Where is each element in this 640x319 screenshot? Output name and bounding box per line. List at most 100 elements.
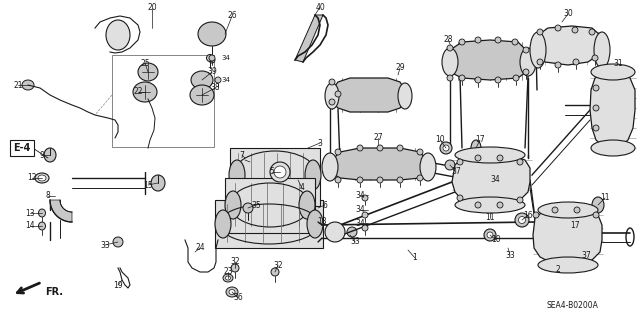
Text: E-4: E-4 [13, 143, 31, 153]
Text: 5: 5 [269, 167, 275, 176]
Text: 18: 18 [317, 218, 327, 226]
Ellipse shape [455, 147, 525, 163]
Ellipse shape [22, 80, 34, 90]
Text: 35: 35 [251, 201, 261, 210]
Ellipse shape [38, 175, 46, 181]
Ellipse shape [591, 140, 635, 156]
Polygon shape [590, 72, 635, 148]
Ellipse shape [325, 83, 339, 109]
Text: 27: 27 [373, 133, 383, 143]
Ellipse shape [459, 39, 465, 45]
Text: 36: 36 [233, 293, 243, 302]
Ellipse shape [537, 29, 543, 35]
Ellipse shape [347, 227, 357, 237]
Text: 26: 26 [227, 11, 237, 20]
Ellipse shape [357, 145, 363, 151]
Ellipse shape [538, 202, 598, 218]
Ellipse shape [305, 160, 321, 190]
Ellipse shape [207, 55, 214, 62]
Text: 31: 31 [613, 60, 623, 69]
Text: 7: 7 [239, 151, 244, 160]
Ellipse shape [440, 142, 452, 154]
Text: 34: 34 [221, 77, 230, 83]
Ellipse shape [229, 290, 235, 294]
Text: 4: 4 [300, 183, 305, 192]
Ellipse shape [447, 45, 453, 51]
Ellipse shape [512, 39, 518, 45]
Text: 13: 13 [25, 209, 35, 218]
Text: 10: 10 [491, 235, 501, 244]
Ellipse shape [445, 160, 455, 170]
Ellipse shape [335, 177, 341, 183]
Text: 33: 33 [350, 238, 360, 247]
Ellipse shape [575, 243, 585, 253]
Text: FR.: FR. [45, 287, 63, 297]
Ellipse shape [495, 77, 501, 83]
Ellipse shape [572, 27, 578, 33]
Text: 33: 33 [505, 250, 515, 259]
Ellipse shape [523, 69, 529, 75]
Text: 3: 3 [317, 138, 323, 147]
Text: 39: 39 [207, 68, 217, 77]
Ellipse shape [471, 140, 481, 156]
Ellipse shape [307, 210, 323, 238]
Ellipse shape [106, 20, 130, 50]
Ellipse shape [443, 145, 449, 151]
Ellipse shape [555, 62, 561, 68]
Ellipse shape [555, 25, 561, 31]
Ellipse shape [417, 175, 423, 181]
Ellipse shape [552, 207, 558, 213]
Ellipse shape [335, 91, 341, 97]
Text: 34: 34 [355, 190, 365, 199]
Ellipse shape [38, 209, 45, 217]
Text: 34: 34 [221, 55, 230, 61]
Text: 6: 6 [323, 201, 328, 210]
Ellipse shape [35, 173, 49, 183]
Text: 38: 38 [210, 84, 220, 93]
Ellipse shape [475, 37, 481, 43]
Ellipse shape [191, 71, 213, 89]
Bar [225, 178, 315, 233]
Text: 37: 37 [581, 250, 591, 259]
Ellipse shape [455, 197, 525, 213]
Ellipse shape [377, 177, 383, 183]
Polygon shape [452, 155, 530, 205]
Ellipse shape [589, 29, 595, 35]
Ellipse shape [523, 47, 529, 53]
Ellipse shape [591, 64, 635, 80]
Text: 21: 21 [13, 80, 23, 90]
Text: 34: 34 [355, 205, 365, 214]
Text: 16: 16 [523, 211, 533, 219]
Text: 20: 20 [147, 4, 157, 12]
Text: 8: 8 [45, 191, 51, 201]
Ellipse shape [113, 237, 123, 247]
Ellipse shape [484, 229, 496, 241]
Ellipse shape [329, 79, 335, 85]
Text: 15: 15 [143, 181, 153, 189]
Text: 29: 29 [395, 63, 405, 72]
Bar [215, 200, 323, 248]
Ellipse shape [538, 257, 598, 273]
Text: 2: 2 [556, 265, 561, 275]
Ellipse shape [223, 274, 233, 282]
Ellipse shape [270, 162, 290, 182]
Ellipse shape [322, 153, 338, 181]
Ellipse shape [497, 202, 503, 208]
Ellipse shape [517, 197, 523, 203]
Text: 1: 1 [413, 254, 417, 263]
Text: 17: 17 [475, 136, 485, 145]
Ellipse shape [593, 212, 599, 218]
Text: 33: 33 [100, 241, 110, 249]
Ellipse shape [138, 63, 158, 81]
Polygon shape [295, 15, 323, 62]
Ellipse shape [209, 55, 215, 61]
Ellipse shape [209, 57, 215, 63]
Text: 24: 24 [195, 243, 205, 253]
Ellipse shape [38, 222, 45, 230]
Ellipse shape [457, 195, 463, 201]
Ellipse shape [592, 197, 604, 213]
Text: 30: 30 [563, 10, 573, 19]
Text: 17: 17 [570, 220, 580, 229]
Ellipse shape [229, 160, 245, 190]
Ellipse shape [533, 212, 539, 218]
